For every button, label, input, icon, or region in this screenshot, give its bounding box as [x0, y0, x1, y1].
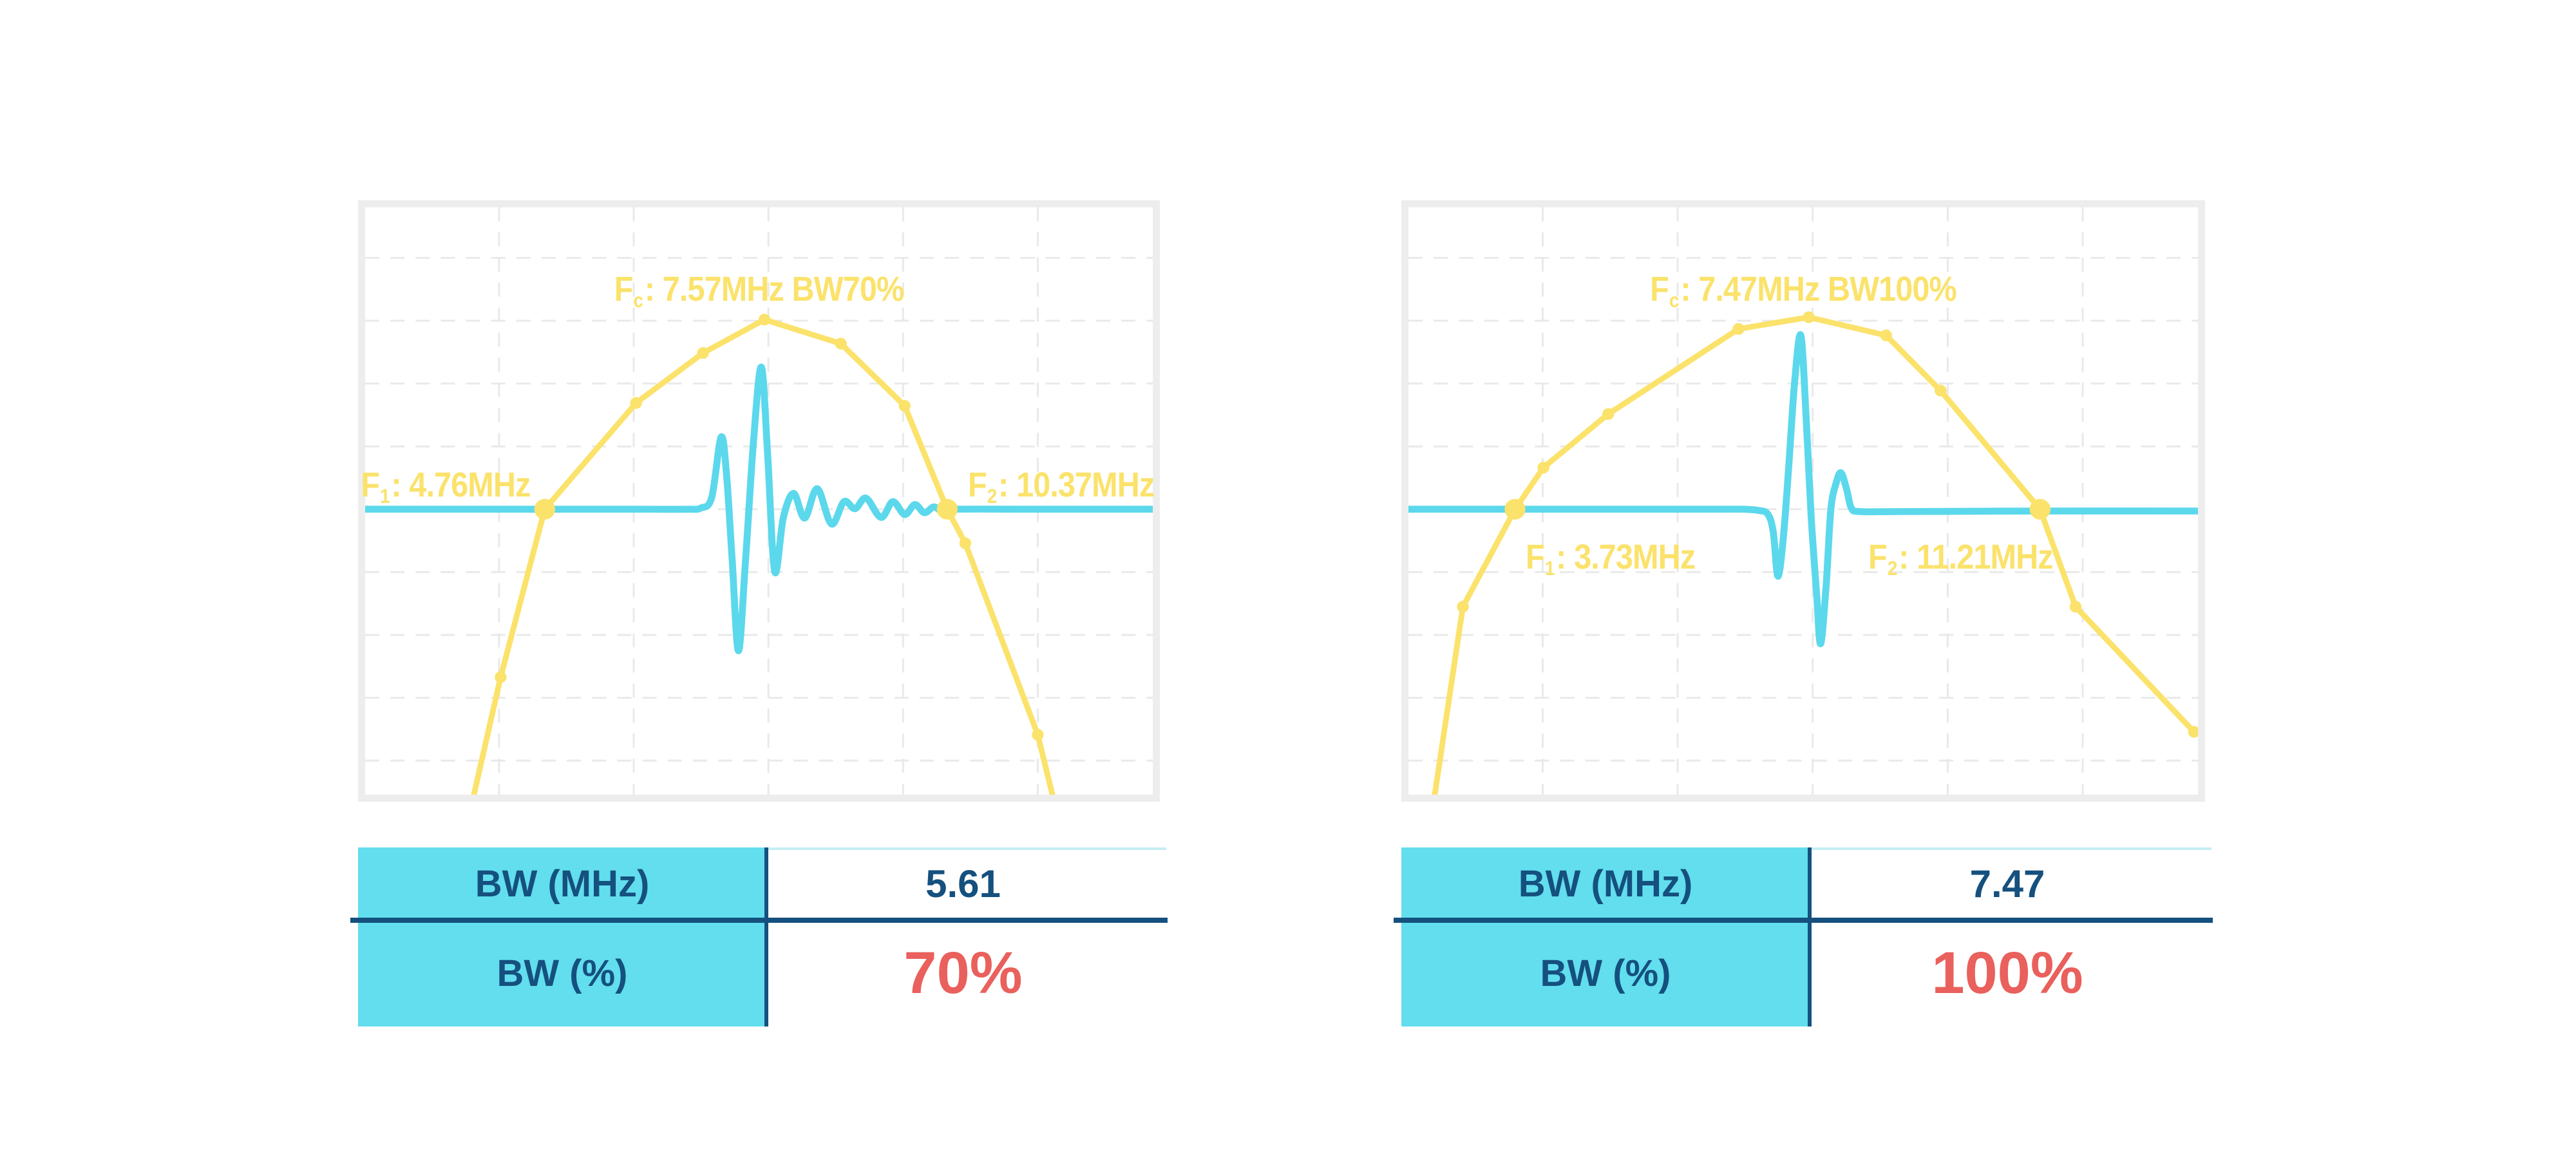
- f2-base: F: [1868, 538, 1888, 576]
- f1-subscript: 1: [1544, 557, 1555, 580]
- spectrum-curve: [1432, 314, 2197, 795]
- chart-bw70: Fc: 7.57MHz BW70% F1: 4.76MHz F2: 10.37M…: [358, 200, 1160, 802]
- table-label-column: [1401, 847, 1810, 1026]
- spectrum-marker-dot: [630, 397, 642, 409]
- bw-table-100: BW (MHz) BW (%) 7.47 100%: [1394, 847, 2213, 1026]
- spectrum-marker-dot: [2029, 498, 2050, 520]
- table-top-hairline: [766, 847, 1166, 850]
- fc-value: : 7.47MHz BW100%: [1680, 270, 1956, 308]
- center-frequency-annotation: Fc: 7.57MHz BW70%: [404, 270, 1113, 310]
- spectrum-marker-dot: [534, 498, 555, 520]
- bw-mhz-value: 5.61: [925, 862, 1001, 905]
- spectrum-marker-dot: [1537, 461, 1549, 474]
- f2-subscript: 2: [987, 485, 998, 508]
- f1-subscript: 1: [379, 485, 390, 508]
- table-column-divider: [1808, 847, 1812, 1026]
- chart-bw100: Fc: 7.47MHz BW100% F1: 3.73MHz F2: 11.21…: [1401, 200, 2205, 802]
- spectrum-marker-dot: [1504, 498, 1526, 520]
- fc-base: F: [1650, 270, 1669, 308]
- f2-base: F: [968, 466, 987, 504]
- bw-mhz-label: BW (MHz): [475, 863, 650, 905]
- table-column-divider: [764, 847, 768, 1026]
- table-label-column: [358, 847, 766, 1026]
- bw-mhz-label: BW (MHz): [1518, 863, 1693, 905]
- fc-value: : 7.57MHz BW70%: [644, 270, 904, 308]
- bw-pct-value: 70%: [904, 940, 1023, 1006]
- spectrum-marker-dot: [495, 671, 507, 683]
- f1-base: F: [1526, 538, 1545, 576]
- f1-base: F: [360, 466, 380, 504]
- spectrum-marker-dot: [758, 314, 771, 326]
- table-row-divider: [1394, 918, 2213, 923]
- f2-subscript: 2: [1887, 557, 1898, 580]
- center-frequency-annotation: Fc: 7.47MHz BW100%: [1448, 270, 2158, 310]
- f2-value: : 11.21MHz: [1899, 538, 2053, 576]
- spectrum-marker-dot: [2188, 726, 2198, 738]
- pulse-echo-waveform: [365, 363, 1153, 654]
- bw-pct-label: BW (%): [1540, 952, 1671, 994]
- chart-bw100-plot: [1408, 207, 2198, 795]
- chart-bw70-plot: [365, 207, 1153, 795]
- spectrum-marker-dot: [898, 400, 911, 412]
- f1-value: : 3.73MHz: [1556, 538, 1696, 576]
- spectrum-marker-dot: [1803, 311, 1815, 323]
- table-top-hairline: [1810, 847, 2211, 850]
- bw-pct-value: 100%: [1931, 940, 2083, 1006]
- spectrum-marker-dot: [835, 337, 847, 350]
- fc-subscript: c: [633, 289, 643, 312]
- f2-annotation: F2: 11.21MHz: [1868, 538, 2054, 578]
- f1-annotation: F1: 4.76MHz: [360, 466, 531, 506]
- spectrum-marker-dot: [1457, 601, 1469, 613]
- f2-annotation: F2: 10.37MHz: [968, 466, 1155, 506]
- spectrum-marker-dot: [959, 537, 972, 549]
- spectrum-marker-dot: [936, 498, 958, 520]
- fc-subscript: c: [1669, 289, 1680, 312]
- spectrum-marker-dot: [1032, 728, 1044, 741]
- fc-base: F: [614, 270, 634, 308]
- bw-table-70: BW (MHz) BW (%) 5.61 70%: [350, 847, 1168, 1026]
- pulse-echo-waveform: [1408, 331, 2198, 648]
- spectrum-marker-dot: [2069, 601, 2082, 613]
- spectrum-marker-dot: [697, 347, 709, 359]
- f2-value: : 10.37MHz: [998, 466, 1155, 504]
- spectrum-marker-dot: [1935, 384, 1947, 397]
- table-row-divider: [350, 918, 1168, 923]
- f1-annotation: F1: 3.73MHz: [1526, 538, 1696, 578]
- spectrum-marker-dot: [1732, 323, 1745, 335]
- spectrum-marker-dot: [1602, 408, 1615, 421]
- bw-mhz-value: 7.47: [1969, 862, 2045, 905]
- f1-value: : 4.76MHz: [390, 466, 531, 504]
- bw-pct-label: BW (%): [497, 952, 628, 994]
- grid-lines: [1408, 207, 2198, 795]
- spectrum-curve: [471, 316, 1056, 795]
- spectrum-marker-dot: [1880, 329, 1892, 341]
